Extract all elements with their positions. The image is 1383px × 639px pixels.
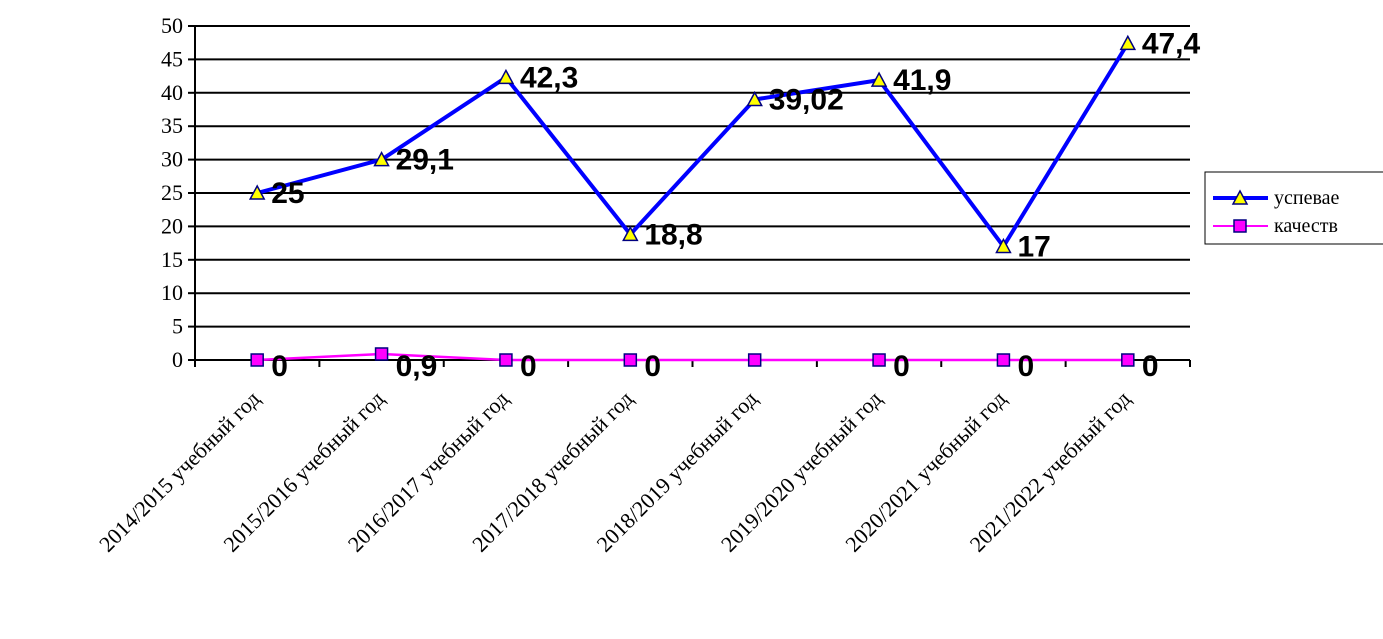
y-tick-label: 25 <box>161 180 183 205</box>
data-label: 0 <box>644 350 661 383</box>
square-marker <box>996 353 1011 367</box>
data-label: 17 <box>1017 230 1050 263</box>
legend-label: качеств <box>1274 215 1338 237</box>
data-labels: 25 29,1 42,3 18,8 39,02 41,9 17 47,4 0 0,9 0 0 0 0 0 <box>271 27 1200 383</box>
square-marker <box>250 353 264 367</box>
square-marker <box>499 353 513 367</box>
triangle-marker <box>497 68 515 85</box>
data-label: 18,8 <box>644 218 702 251</box>
y-tick-label: 5 <box>172 314 183 339</box>
y-tick-label: 45 <box>161 46 183 71</box>
data-label: 0 <box>1017 350 1034 383</box>
y-tick-label: 35 <box>161 113 183 138</box>
y-tick-label: 50 <box>161 13 183 38</box>
series <box>248 34 1137 367</box>
y-tick-label: 40 <box>161 80 183 105</box>
square-marker <box>1121 353 1135 367</box>
square-marker <box>872 353 886 367</box>
triangle-marker <box>870 71 888 87</box>
data-label: 25 <box>271 177 304 210</box>
square-marker <box>623 353 638 367</box>
legend-label: успевае <box>1274 187 1340 209</box>
series-line <box>257 352 1128 362</box>
y-tick-label: 30 <box>161 147 183 172</box>
data-label: 41,9 <box>893 64 951 97</box>
triangle-marker-legend <box>1231 189 1249 205</box>
triangle-marker <box>995 237 1012 254</box>
y-tick-labels: 0 5 10 15 20 25 30 35 40 45 50 <box>161 13 183 372</box>
data-label: 42,3 <box>520 61 578 94</box>
triangle-marker <box>248 184 266 200</box>
square-marker-legend <box>1233 219 1247 233</box>
square-marker <box>747 353 762 367</box>
data-label: 0 <box>520 350 537 383</box>
data-label: 0 <box>271 350 288 383</box>
triangle-marker <box>746 90 763 107</box>
y-tick-label: 15 <box>161 247 183 272</box>
legend: успевае качеств <box>1204 171 1383 245</box>
series-line <box>256 42 1130 249</box>
triangle-marker <box>373 151 390 167</box>
y-tick-label: 20 <box>161 213 183 238</box>
data-label: 0,9 <box>396 350 438 383</box>
y-tick-label: 0 <box>172 347 183 372</box>
triangle-marker <box>1119 34 1137 51</box>
data-label: 29,1 <box>396 144 454 177</box>
data-label: 0 <box>1142 350 1159 383</box>
gridlines <box>188 25 1191 367</box>
y-tick-label: 10 <box>161 280 183 305</box>
data-label: 39,02 <box>769 83 844 116</box>
data-label: 47,4 <box>1142 27 1201 60</box>
triangle-marker <box>622 225 639 242</box>
square-marker <box>374 347 389 361</box>
data-label: 0 <box>893 350 910 383</box>
